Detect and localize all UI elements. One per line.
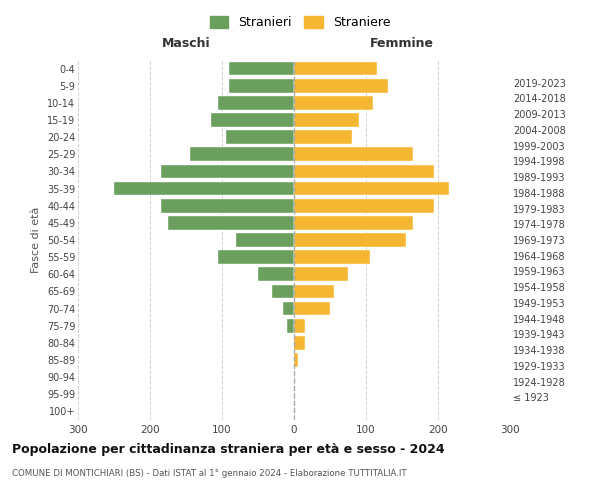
Bar	[294, 284, 334, 298]
Text: COMUNE DI MONTICHIARI (BS) - Dati ISTAT al 1° gennaio 2024 - Elaborazione TUTTIT: COMUNE DI MONTICHIARI (BS) - Dati ISTAT …	[12, 468, 407, 477]
Bar	[294, 148, 413, 161]
Bar	[294, 319, 305, 332]
Legend: Stranieri, Straniere: Stranieri, Straniere	[205, 11, 395, 34]
Bar	[258, 268, 294, 281]
Bar	[272, 284, 294, 298]
Bar	[229, 62, 294, 76]
Bar	[294, 79, 388, 92]
Bar	[294, 336, 305, 349]
Bar	[168, 216, 294, 230]
Bar	[294, 199, 434, 212]
Bar	[218, 96, 294, 110]
Bar	[161, 199, 294, 212]
Bar	[294, 164, 434, 178]
Bar	[236, 233, 294, 247]
Bar	[294, 130, 352, 144]
Y-axis label: Fasce di età: Fasce di età	[31, 207, 41, 273]
Text: Popolazione per cittadinanza straniera per età e sesso - 2024: Popolazione per cittadinanza straniera p…	[12, 442, 445, 456]
Bar	[294, 250, 370, 264]
Bar	[294, 113, 359, 127]
Bar	[114, 182, 294, 196]
Text: Femmine: Femmine	[370, 37, 434, 50]
Bar	[294, 302, 330, 316]
Bar	[294, 182, 449, 196]
Bar	[190, 148, 294, 161]
Bar	[294, 268, 348, 281]
Text: Maschi: Maschi	[161, 37, 211, 50]
Bar	[218, 250, 294, 264]
Bar	[226, 130, 294, 144]
Bar	[294, 96, 373, 110]
Bar	[294, 62, 377, 76]
Bar	[287, 319, 294, 332]
Bar	[229, 79, 294, 92]
Bar	[294, 353, 298, 367]
Bar	[294, 233, 406, 247]
Bar	[283, 302, 294, 316]
Bar	[211, 113, 294, 127]
Bar	[161, 164, 294, 178]
Bar	[294, 216, 413, 230]
